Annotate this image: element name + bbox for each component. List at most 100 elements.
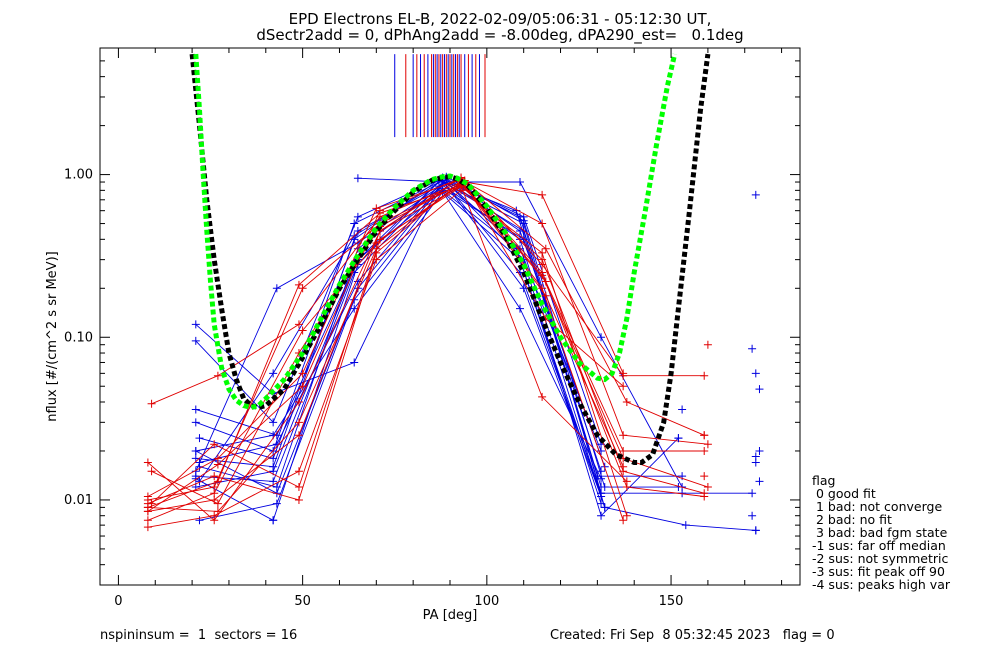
data-point-plus [143,458,152,467]
series-line [199,188,602,521]
data-point-plus [294,431,303,440]
data-point-plus [372,204,381,213]
series-line [195,177,753,494]
data-point-plus [143,516,152,525]
data-point-plus [519,212,528,221]
blue-series [191,176,606,498]
data-point-plus [619,446,628,455]
data-point-plus [191,320,200,329]
data-point-plus [600,483,609,492]
data-point-plus [541,244,550,253]
data-point-plus [597,446,606,455]
series-line [147,179,708,497]
data-point-plus [294,467,303,476]
data-point-plus [213,454,222,463]
series-line [195,179,683,477]
data-point-plus [210,495,219,504]
series-line [195,185,602,479]
data-point-plus [294,320,303,329]
series-line [199,183,679,488]
data-point-plus [703,440,712,449]
data-point-plus [541,291,550,300]
data-point-plus [195,458,204,467]
data-point-plus [748,489,757,498]
data-point-plus [597,474,606,483]
data-point-plus [538,392,547,401]
chart-title-line1: EPD Electrons EL-B, 2022-02-09/05:06:31 … [288,10,712,28]
series-line [195,189,602,504]
data-point-plus [516,227,524,236]
red-series [143,175,712,501]
blue-series [353,174,687,492]
series-line [195,176,606,521]
series-line [195,181,756,531]
data-point-plus [350,358,359,367]
footer-left-text: nspininsum = 1 sectors = 16 [100,628,298,643]
data-point-plus [516,178,524,187]
data-point-plus [748,511,757,520]
data-point-plus [700,431,709,440]
data-point-plus [376,209,384,218]
data-point-plus [703,340,712,349]
data-point-plus [353,212,362,221]
vertical-marks [394,54,486,138]
data-point-plus [700,492,709,501]
footer-right-text: Created: Fri Sep 8 05:32:45 2023 flag = … [550,628,835,643]
data-point-plus [353,277,362,286]
data-point-plus [294,418,303,427]
green-fit-curve [193,53,678,411]
data-point-plus [619,369,628,378]
series-line [151,183,709,505]
data-point-plus [294,397,303,406]
y-axis-ticks: 0.01 0.10 1.00 [64,47,800,586]
chart-title-line2: dSectr2add = 0, dPhAng2add = -8.00deg, d… [256,26,744,44]
data-point-plus [619,431,628,440]
data-point-plus [372,238,381,247]
blue-extra-points [748,190,764,535]
blue-extra-points [269,516,278,525]
series-line [147,177,705,512]
data-point-plus [700,446,709,455]
data-point-plus [269,462,278,471]
data-point-plus [272,499,281,508]
series-line [199,181,679,517]
data-point-plus [143,492,152,501]
data-point-plus [755,446,764,455]
data-point-plus [755,477,764,486]
data-point-plus [751,526,760,535]
series-line [195,191,606,508]
legend-item: 1 bad: not converge [812,499,943,514]
data-point-plus [622,511,631,520]
data-point-plus [678,405,687,414]
data-point-plus [755,385,764,394]
data-point-plus [619,462,628,471]
data-point-plus [619,382,628,391]
data-point-plus [681,521,690,530]
data-point-plus [269,418,278,427]
data-point-plus [269,516,278,525]
data-point-plus [294,495,303,504]
data-point-plus [597,333,606,342]
data-point-plus [751,190,760,199]
data-point-plus [622,477,631,486]
blue-extra-points [674,405,687,443]
data-point-plus [195,434,204,443]
x-tick-label: 100 [474,594,499,609]
data-point-plus [372,248,381,257]
red-extra-points [700,340,712,481]
legend-item: -4 sus: peaks high var [812,577,951,592]
legend-item: -3 sus: fit peak off 90 [812,564,945,579]
data-point-plus [751,369,760,378]
data-point-plus [376,235,384,244]
blue-series [195,178,683,520]
data-point-plus [538,248,547,257]
red-series [143,186,631,532]
data-point-plus [751,452,760,461]
data-point-plus [298,284,307,293]
legend-item: -2 sus: not symmetric [812,551,949,566]
data-point-plus [272,284,281,293]
data-point-plus [597,511,606,520]
data-point-plus [191,336,200,345]
x-axis-ticks: 0 50 100 150 [114,48,783,609]
